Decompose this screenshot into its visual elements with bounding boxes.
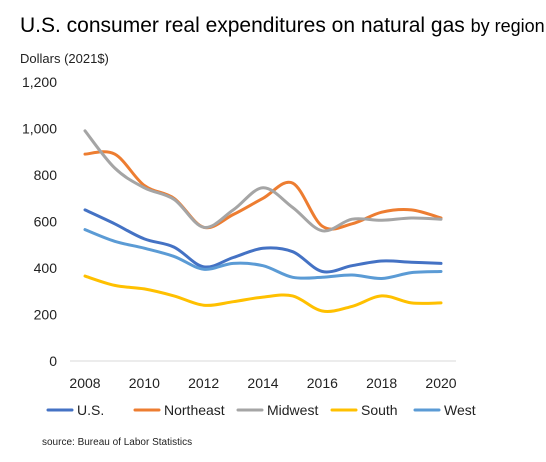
- legend: U.S. Northeast Midwest South West: [46, 402, 476, 418]
- y-tick-label: 400: [34, 260, 58, 276]
- y-tick-label: 0: [49, 353, 57, 369]
- y-tick-label: 600: [34, 214, 58, 230]
- series-line-west: [83, 228, 443, 281]
- legend-label-us: U.S.: [77, 402, 104, 418]
- legend-label-west: West: [444, 402, 476, 418]
- x-tick-label: 2016: [307, 375, 338, 391]
- chart-title-main: U.S. consumer real expenditures on natur…: [20, 14, 465, 37]
- series-line-northeast: [83, 150, 443, 231]
- y-tick-label: 1,000: [22, 121, 57, 137]
- x-tick-label: 2008: [69, 375, 100, 391]
- series-line-south: [83, 274, 443, 313]
- source-note: source: Bureau of Labor Statistics: [42, 437, 193, 448]
- chart-title-suffix: by region: [470, 16, 545, 36]
- y-tick-label: 200: [34, 307, 58, 323]
- x-tick-label: 2012: [188, 375, 219, 391]
- series-line-midwest: [83, 129, 443, 233]
- y-axis-unit-label: Dollars (2021$): [20, 51, 109, 66]
- x-axis-ticks: 2008 2010 2012 2014 2016 2018 2020: [69, 375, 456, 391]
- y-tick-label: 1,200: [22, 74, 57, 90]
- x-tick-label: 2020: [425, 375, 456, 391]
- chart-title: U.S. consumer real expenditures on natur…: [20, 14, 545, 38]
- y-axis-ticks: 0 200 400 600 800 1,000 1,200: [22, 74, 57, 369]
- x-tick-label: 2018: [366, 375, 397, 391]
- x-tick-label: 2010: [129, 375, 160, 391]
- y-tick-label: 800: [34, 167, 58, 183]
- series-line-us: [83, 208, 443, 274]
- legend-label-northeast: Northeast: [164, 402, 225, 418]
- legend-label-midwest: Midwest: [267, 402, 318, 418]
- legend-label-south: South: [361, 402, 398, 418]
- series-lines: [83, 129, 443, 313]
- x-tick-label: 2014: [247, 375, 278, 391]
